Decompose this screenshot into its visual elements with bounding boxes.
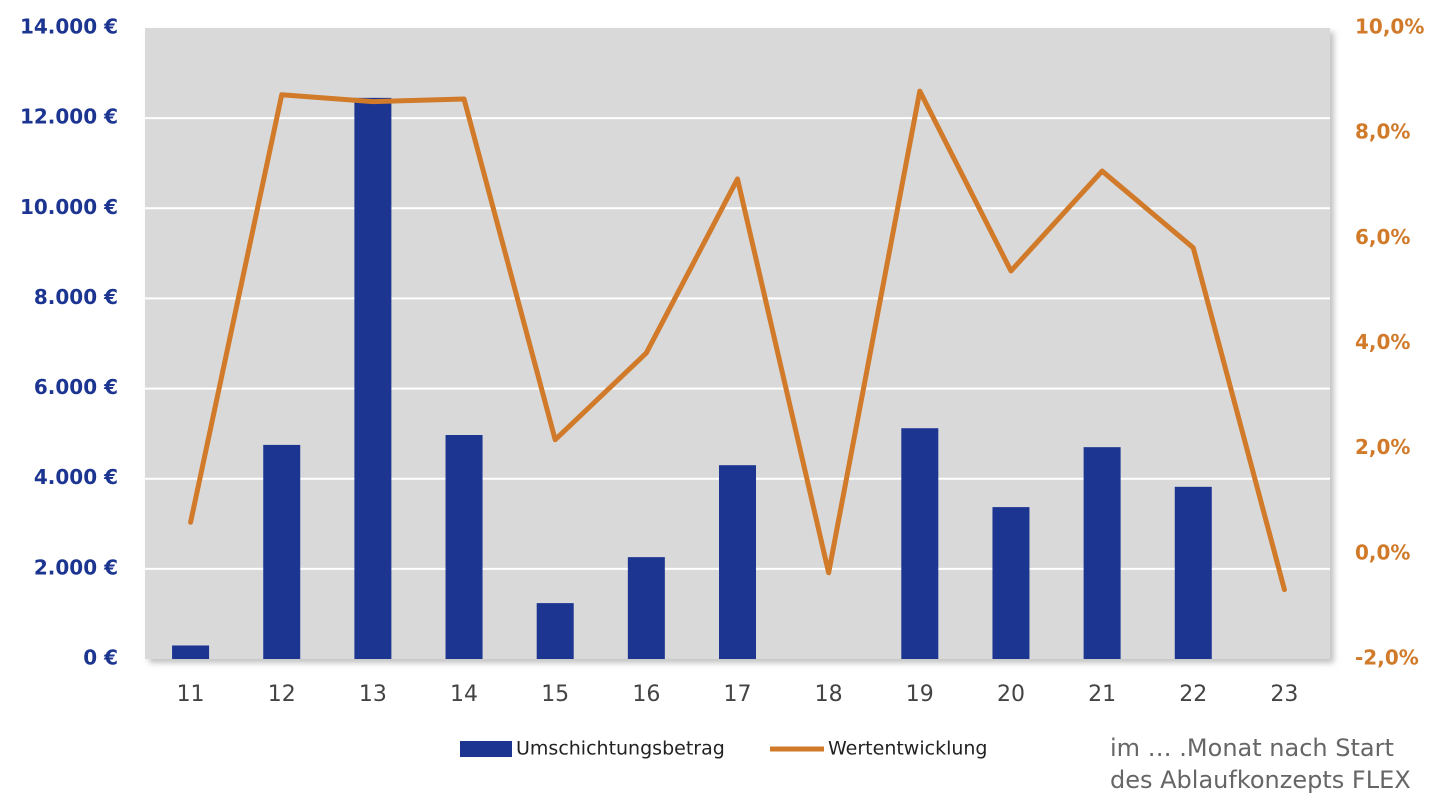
y2-tick-label: 4,0% [1355,330,1410,354]
note: im … .Monat nach Start [1110,734,1394,762]
y-tick-label: 12.000 € [20,105,118,129]
y-tick-label: 2.000 € [34,555,118,579]
bar [901,428,939,659]
bar [1083,447,1121,659]
x-tick-label: 21 [1088,682,1116,707]
y2-tick-label: 10,0% [1355,15,1424,39]
x-tick-label: 13 [359,682,387,707]
note: des Ablaufkonzepts FLEX [1110,766,1411,794]
legend-label: Wertentwicklung [828,738,988,760]
bar [536,603,574,659]
y-tick-label: 14.000 € [20,15,118,39]
x-tick-label: 11 [177,682,205,707]
y-tick-label: 0 € [83,646,118,670]
x-tick-label: 14 [450,682,478,707]
bar [992,507,1030,659]
legend-swatch [460,741,512,757]
y-tick-label: 4.000 € [34,465,118,489]
legend-label: Umschichtungsbetrag [516,738,725,760]
y-tick-label: 6.000 € [34,375,118,399]
bar [445,434,483,659]
x-tick-label: 16 [632,682,660,707]
x-tick-label: 23 [1270,682,1298,707]
x-tick-label: 17 [724,682,752,707]
y-tick-label: 8.000 € [34,285,118,309]
x-tick-label: 18 [815,682,843,707]
x-tick-label: 12 [268,682,296,707]
x-tick-label: 15 [541,682,569,707]
y-tick-label: 10.000 € [20,195,118,219]
bar [172,645,210,659]
y2-tick-label: 6,0% [1355,225,1410,249]
bar [627,557,665,659]
x-tick-label: 20 [997,682,1025,707]
y2-tick-label: 8,0% [1355,120,1410,144]
x-tick-label: 22 [1179,682,1207,707]
bar [719,465,756,659]
y2-tick-label: -2,0% [1355,646,1419,670]
bar [354,97,392,659]
bar [1174,486,1212,659]
y2-tick-label: 2,0% [1355,435,1410,459]
bar [263,444,301,659]
line [188,88,1287,593]
x-tick-label: 19 [906,682,934,707]
y2-tick-label: 0,0% [1355,540,1410,564]
